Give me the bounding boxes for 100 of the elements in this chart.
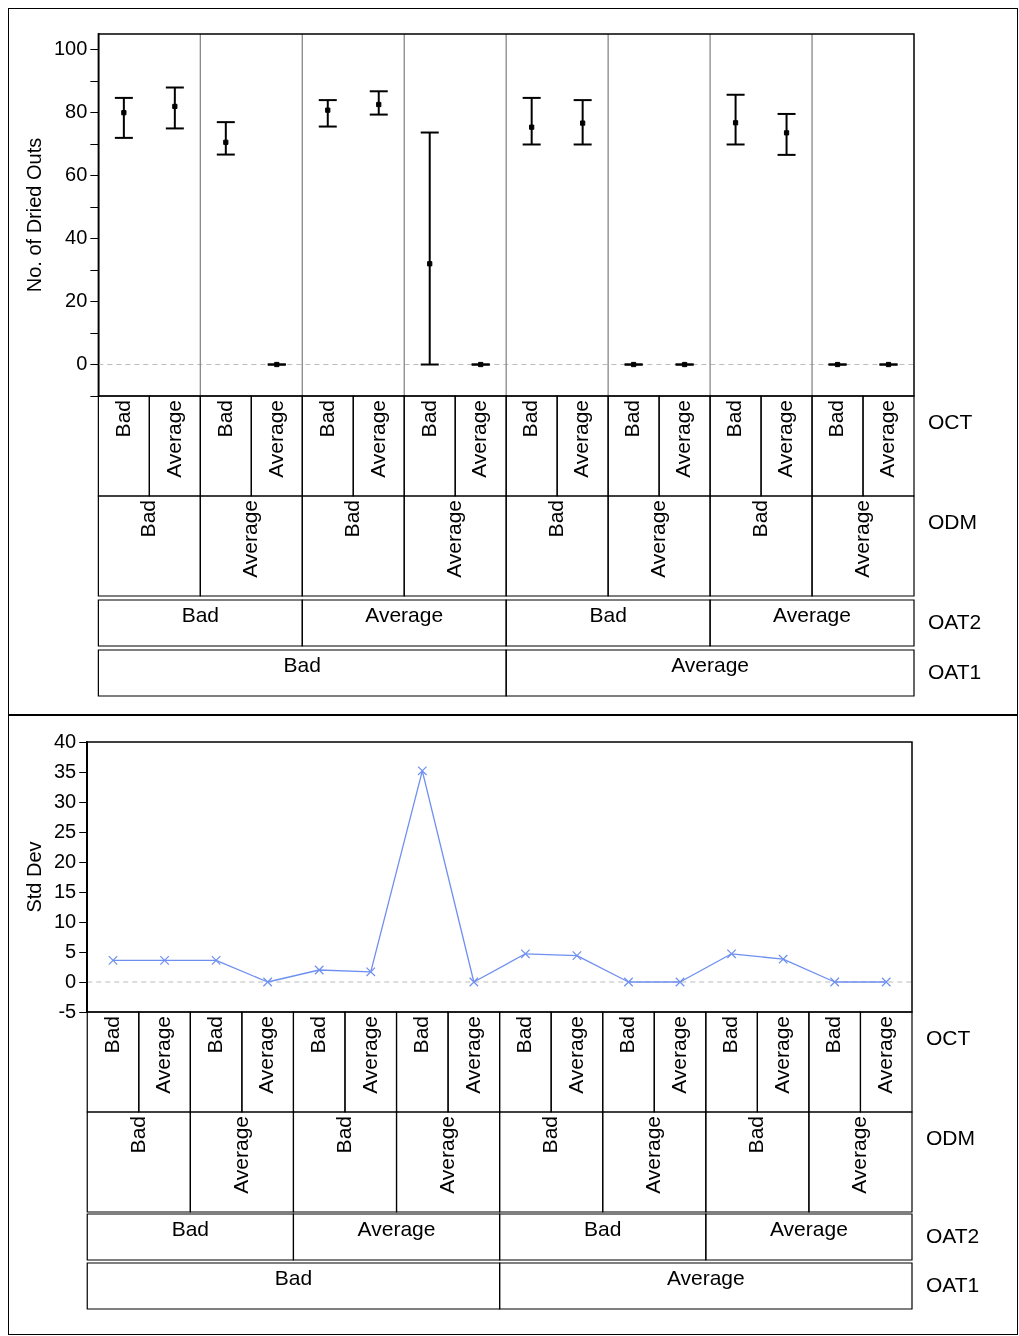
y-tick-label: 5 [65,939,77,962]
point [829,977,840,987]
point [211,955,221,966]
point [172,103,178,110]
point [881,977,892,987]
y-tick-label: 15 [54,879,77,902]
x-tick-label: Bad [821,1016,845,1054]
text: Bad [584,1217,622,1241]
y-tick-label: 40 [65,226,88,249]
text: Bad [171,1217,210,1241]
y-tick-label: 0 [65,969,77,992]
text: OAT1 [926,1272,980,1296]
x-tick-label: Bad [718,1016,742,1054]
text: Bad [283,653,321,677]
point [108,955,118,966]
text: ODM [928,509,977,533]
y-tick-label: 20 [65,289,88,312]
text: Average [228,1116,252,1194]
text: Average [641,1116,665,1194]
y-tick-label: 30 [54,789,77,812]
point [520,948,531,959]
y-tick-label: 80 [65,100,88,123]
x-tick-label: Bad [99,1016,123,1054]
text: Bad [543,500,567,538]
point [376,101,382,108]
text: Average [671,653,750,677]
x-tick-label: Bad [110,400,134,438]
text: Average [847,1116,871,1194]
x-tick-label: Bad [824,400,848,438]
point [262,977,273,987]
x-tick-label: Average [563,1016,587,1094]
point [529,124,535,130]
text: Bad [125,1116,149,1154]
text: Average [666,1266,745,1290]
text: OCT [926,1025,971,1049]
point [159,955,170,966]
point [121,110,127,116]
text: Bad [537,1116,561,1154]
y-tick-label: -5 [58,999,77,1022]
point [427,261,433,267]
text: Bad [589,603,627,627]
x-tick-label: Average [365,400,389,478]
x-tick-label: Average [873,1016,897,1094]
text: OAT2 [928,609,982,633]
x-tick-label: Bad [306,1016,330,1054]
text: Bad [747,500,771,538]
y-tick-label: 0 [76,352,88,375]
text: Bad [181,603,220,627]
point [469,977,479,987]
y-axis-title: No. of Dried Outs [22,137,45,293]
y-tick-label: 60 [65,163,88,186]
x-tick-label: Bad [314,400,338,438]
x-tick-label: Average [151,1016,175,1094]
x-tick-label: Average [875,400,899,478]
point [580,120,586,126]
point [572,950,582,961]
text: Average [773,603,851,627]
text: Average [442,500,465,578]
text: OAT1 [928,659,982,683]
point [623,977,634,987]
point [223,139,229,145]
text: ODM [926,1125,975,1149]
text: Average [434,1116,458,1194]
text: Average [645,500,669,578]
x-tick-label: Bad [512,1016,536,1054]
text: Average [769,1217,848,1241]
y-tick-label: 40 [54,729,77,752]
x-tick-label: Average [263,400,287,478]
point [726,948,737,959]
text: Bad [136,500,160,538]
x-tick-label: Average [671,400,695,478]
y-axis-title: Std Dev [22,841,45,913]
x-tick-label: Bad [416,400,440,438]
y-tick-label: 20 [54,849,77,872]
text: Bad [274,1266,313,1290]
y-tick-label: 100 [53,37,88,60]
text: Bad [331,1116,355,1154]
x-tick-label: Bad [212,400,236,438]
y-tick-label: 10 [54,909,77,932]
x-tick-label: Average [467,400,491,478]
x-tick-label: Bad [615,1016,639,1054]
point [417,765,428,776]
point [732,120,739,126]
x-tick-label: Bad [518,400,542,438]
x-tick-label: Average [769,1016,793,1094]
x-tick-label: Average [161,400,185,478]
point [675,977,685,987]
point [314,965,325,975]
point [778,954,788,965]
y-tick-label: 25 [54,819,77,842]
x-tick-label: Bad [620,400,644,438]
point [325,107,331,113]
x-tick-label: Average [773,400,797,478]
text: OCT [928,409,973,433]
text: Average [365,603,444,627]
text: OAT2 [926,1223,980,1247]
text: Average [238,500,262,578]
x-tick-label: Average [460,1016,484,1094]
text: Bad [340,500,364,538]
text: Bad [744,1116,768,1154]
